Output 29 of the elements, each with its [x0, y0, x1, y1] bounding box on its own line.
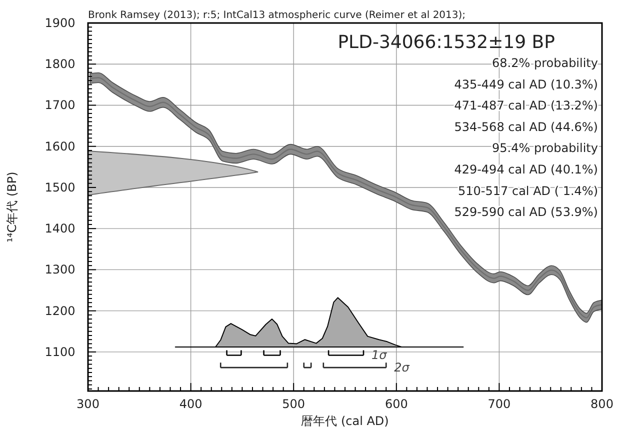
y-tick-label: 1500 [44, 180, 76, 194]
text: PLD-34066:1532±19 BP [338, 32, 556, 53]
annotation: 510-517 cal AD ( 1.4%) [458, 184, 598, 198]
y-tick-label: 1300 [44, 262, 76, 277]
x-tick-label: 300 [76, 397, 100, 411]
annotation: 429-494 cal AD (40.1%) [454, 162, 598, 176]
chart-subtitle: Bronk Ramsey (2013); r:5; IntCal13 atmospheric curve (Reimer et al 2013); [88, 10, 466, 21]
y-tick-label: 1700 [44, 98, 76, 112]
y-tick-label: 1800 [44, 57, 76, 72]
annotation: 529-590 cal AD (53.9%) [454, 205, 598, 220]
annotation: 534-568 cal AD (44.6%) [454, 120, 598, 134]
annotation: 95.4% probability [492, 141, 598, 156]
annotation: 435-449 cal AD (10.3%) [454, 77, 598, 92]
y-tick-label: 1200 [44, 304, 76, 318]
x-tick-label: 800 [590, 397, 614, 411]
x-tick-label: 700 [488, 397, 511, 411]
annotation: 471-487 cal AD (13.2%) [454, 98, 598, 113]
y-tick-label: 1600 [44, 139, 76, 154]
legend-label: 2σ [394, 360, 410, 375]
legend-label: 1σ [372, 348, 388, 362]
y-tick-label: 1900 [44, 16, 76, 30]
y-axis-title: ¹⁴C年代 (BP) [5, 172, 19, 242]
x-tick-label: 400 [179, 397, 202, 411]
y-tick-label: 1400 [44, 222, 76, 236]
annotation: 68.2% probability [492, 56, 598, 70]
x-axis-title: 暦年代 (cal AD) [301, 414, 389, 428]
x-tick-label: 500 [282, 397, 306, 411]
y-tick-label: 1100 [44, 344, 76, 359]
x-tick-label: 600 [384, 397, 408, 411]
